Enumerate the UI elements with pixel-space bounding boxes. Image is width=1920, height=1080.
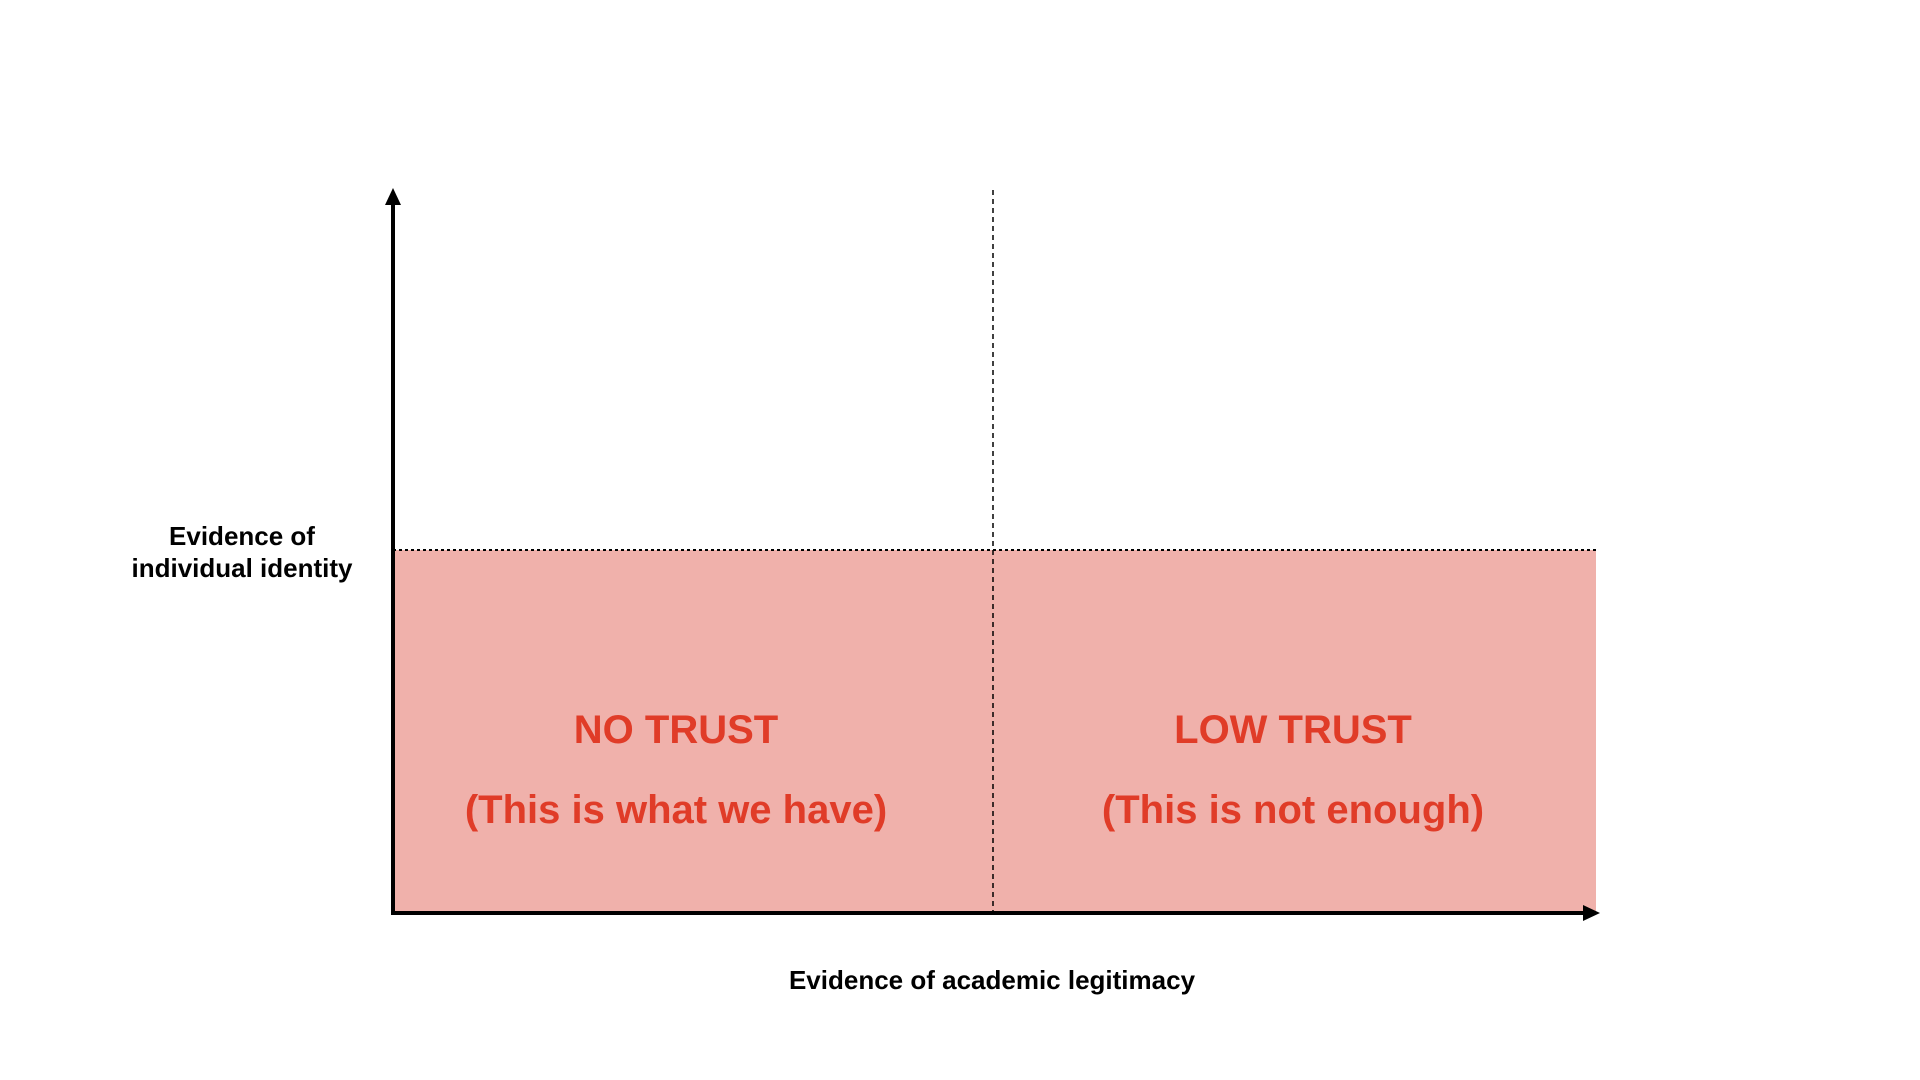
y-axis-label-line2: individual identity [131,553,353,583]
x-axis-arrow-icon [1583,905,1600,921]
zone-low-trust-title: LOW TRUST [1174,708,1412,752]
shaded-region [393,550,1596,913]
zone-low-trust-subtitle: (This is not enough) [1101,788,1485,832]
y-axis-label: Evidence of individual identity [112,520,372,584]
y-axis-label-line1: Evidence of [169,521,315,551]
zone-no-trust-subtitle: (This is what we have) [464,788,888,832]
x-axis-label: Evidence of academic legitimacy [788,965,1196,995]
y-axis-arrow-icon [385,188,401,205]
zone-no-trust-title: NO TRUST [573,708,779,752]
